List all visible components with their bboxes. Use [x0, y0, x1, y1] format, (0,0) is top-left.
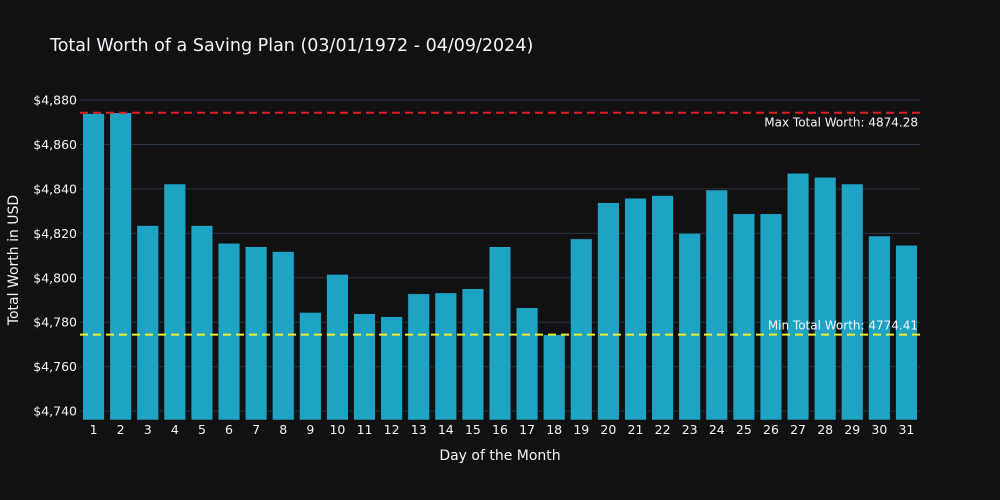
x-tick-label: 9 — [306, 422, 314, 437]
bar — [272, 251, 295, 421]
y-tick-label: $4,780 — [33, 315, 77, 330]
bar — [434, 292, 457, 421]
x-tick-label: 28 — [817, 422, 833, 437]
x-tick-label: 16 — [492, 422, 508, 437]
bar — [732, 213, 755, 421]
x-tick-label: 1 — [90, 422, 98, 437]
x-axis-title: Day of the Month — [439, 448, 560, 464]
y-tick-label: $4,800 — [33, 270, 77, 285]
chart-title: Total Worth of a Saving Plan (03/01/1972… — [49, 36, 533, 56]
y-tick-label: $4,760 — [33, 359, 77, 374]
bar — [814, 177, 837, 421]
bar — [461, 288, 484, 421]
bar — [841, 183, 864, 421]
x-tick-label: 6 — [225, 422, 233, 437]
y-tick-label: $4,880 — [33, 93, 77, 108]
bar — [570, 238, 593, 421]
x-tick-label: 23 — [682, 422, 698, 437]
x-tick-label: 31 — [898, 422, 914, 437]
x-tick-label: 26 — [763, 422, 779, 437]
y-tick-label: $4,820 — [33, 226, 77, 241]
bar — [353, 313, 376, 421]
x-tick-label: 29 — [844, 422, 860, 437]
x-tick-label: 25 — [736, 422, 752, 437]
x-tick-label: 27 — [790, 422, 806, 437]
bar — [868, 235, 891, 421]
reference-lines: Max Total Worth: 4874.28 Min Total Worth:… — [80, 111, 920, 336]
y-tick-label: $4,840 — [33, 181, 77, 196]
y-axis-title: Total Worth in USD — [6, 195, 22, 326]
max-reference-label: Max Total Worth: 4874.28 — [764, 116, 918, 130]
x-tick-label: 12 — [384, 422, 400, 437]
bar — [786, 173, 810, 421]
x-tick-label: 15 — [465, 422, 481, 437]
bar — [678, 233, 701, 421]
bar — [190, 225, 214, 421]
x-axis-ticks: 1 2 3 4 5 6 7 8 9 10 11 12 13 14 15 16 17 18 19 20 21 22 23 24 2… — [90, 422, 915, 437]
x-tick-label: 5 — [198, 422, 206, 437]
x-tick-label: 17 — [519, 422, 535, 437]
x-tick-label: 8 — [279, 422, 287, 437]
bar — [326, 274, 349, 421]
bar — [136, 225, 159, 421]
y-tick-label: $4,740 — [33, 404, 77, 419]
bar — [705, 189, 728, 421]
bar — [380, 316, 403, 421]
bar — [543, 334, 566, 421]
x-tick-label: 3 — [144, 422, 152, 437]
x-tick-label: 14 — [438, 422, 454, 437]
bar — [488, 246, 512, 421]
x-tick-label: 30 — [871, 422, 887, 437]
x-tick-label: 10 — [329, 422, 345, 437]
x-tick-label: 7 — [252, 422, 260, 437]
bar — [299, 312, 322, 421]
x-tick-label: 2 — [117, 422, 125, 437]
bar — [82, 113, 105, 421]
x-tick-label: 13 — [411, 422, 427, 437]
x-tick-label: 4 — [171, 422, 179, 437]
x-tick-label: 11 — [357, 422, 373, 437]
x-tick-label: 22 — [655, 422, 671, 437]
bar — [895, 245, 918, 421]
bars — [82, 112, 918, 421]
bar — [163, 183, 186, 421]
y-axis-ticks: $4,740 $4,760 $4,780 $4,800 $4,820 $4,840 $4,8… — [33, 93, 77, 419]
min-reference-label: Min Total Worth: 4774.41 — [768, 319, 918, 333]
bar — [217, 243, 241, 421]
bar — [597, 202, 620, 421]
bar — [651, 195, 674, 421]
y-tick-label: $4,860 — [33, 137, 77, 152]
x-tick-label: 21 — [628, 422, 644, 437]
bar — [407, 293, 430, 421]
bar — [624, 197, 647, 421]
x-tick-label: 18 — [546, 422, 562, 437]
x-tick-label: 20 — [600, 422, 616, 437]
bar — [759, 213, 783, 421]
x-tick-label: 24 — [709, 422, 725, 437]
bar — [109, 112, 132, 421]
bar — [516, 307, 539, 421]
bar — [245, 246, 268, 421]
x-tick-label: 19 — [573, 422, 589, 437]
